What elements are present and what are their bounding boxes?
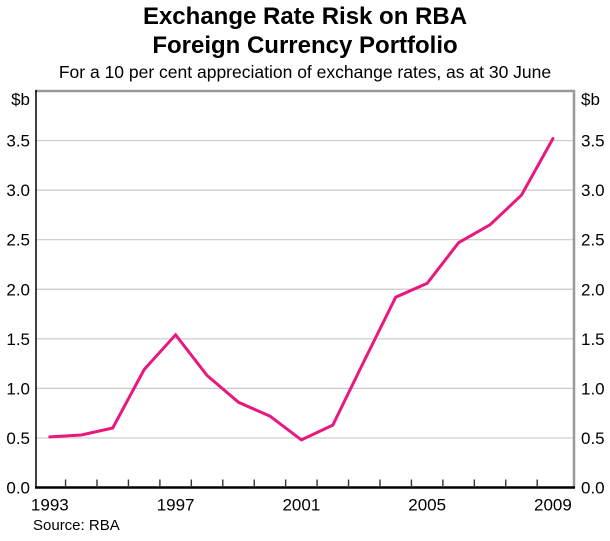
y-axis-label-left: 3.5	[6, 132, 30, 151]
x-axis-label: 1997	[157, 496, 195, 515]
y-axis-label-right: 2.0	[581, 280, 605, 299]
y-axis-label-right: 1.0	[581, 379, 605, 398]
data-line	[48, 137, 555, 442]
y-axis-unit-left: $b	[11, 90, 30, 109]
x-axis-label: 1993	[31, 496, 69, 515]
y-axis-unit-right: $b	[581, 90, 600, 109]
y-axis-label-right: 1.5	[581, 330, 605, 349]
y-axis-label-left: 0.5	[6, 429, 30, 448]
y-axis-label-left: 2.0	[6, 280, 30, 299]
x-axis-label: 2001	[282, 496, 320, 515]
x-axis-label: 2005	[408, 496, 446, 515]
chart-title: Exchange Rate Risk on RBA Foreign Curren…	[0, 2, 610, 60]
chart-title-line2: Foreign Currency Portfolio	[152, 32, 458, 59]
y-axis-label-right: 0.0	[581, 479, 605, 498]
y-axis-label-left: 3.0	[6, 181, 30, 200]
chart-subtitle: For a 10 per cent appreciation of exchan…	[58, 62, 552, 82]
y-axis-label-right: 3.0	[581, 181, 605, 200]
y-axis-label-right: 2.5	[581, 231, 605, 250]
y-axis-label-left: 1.0	[6, 379, 30, 398]
y-axis-label-left: 2.5	[6, 231, 30, 250]
y-axis-label-left: 1.5	[6, 330, 30, 349]
y-axis-label-right: 3.5	[581, 132, 605, 151]
y-axis-label-right: 0.5	[581, 429, 605, 448]
y-axis-label-left: 0.0	[6, 479, 30, 498]
x-axis-label: 2009	[534, 496, 572, 515]
chart-title-line1: Exchange Rate Risk on RBA	[142, 3, 468, 30]
source-note: Source: RBA	[33, 517, 120, 534]
